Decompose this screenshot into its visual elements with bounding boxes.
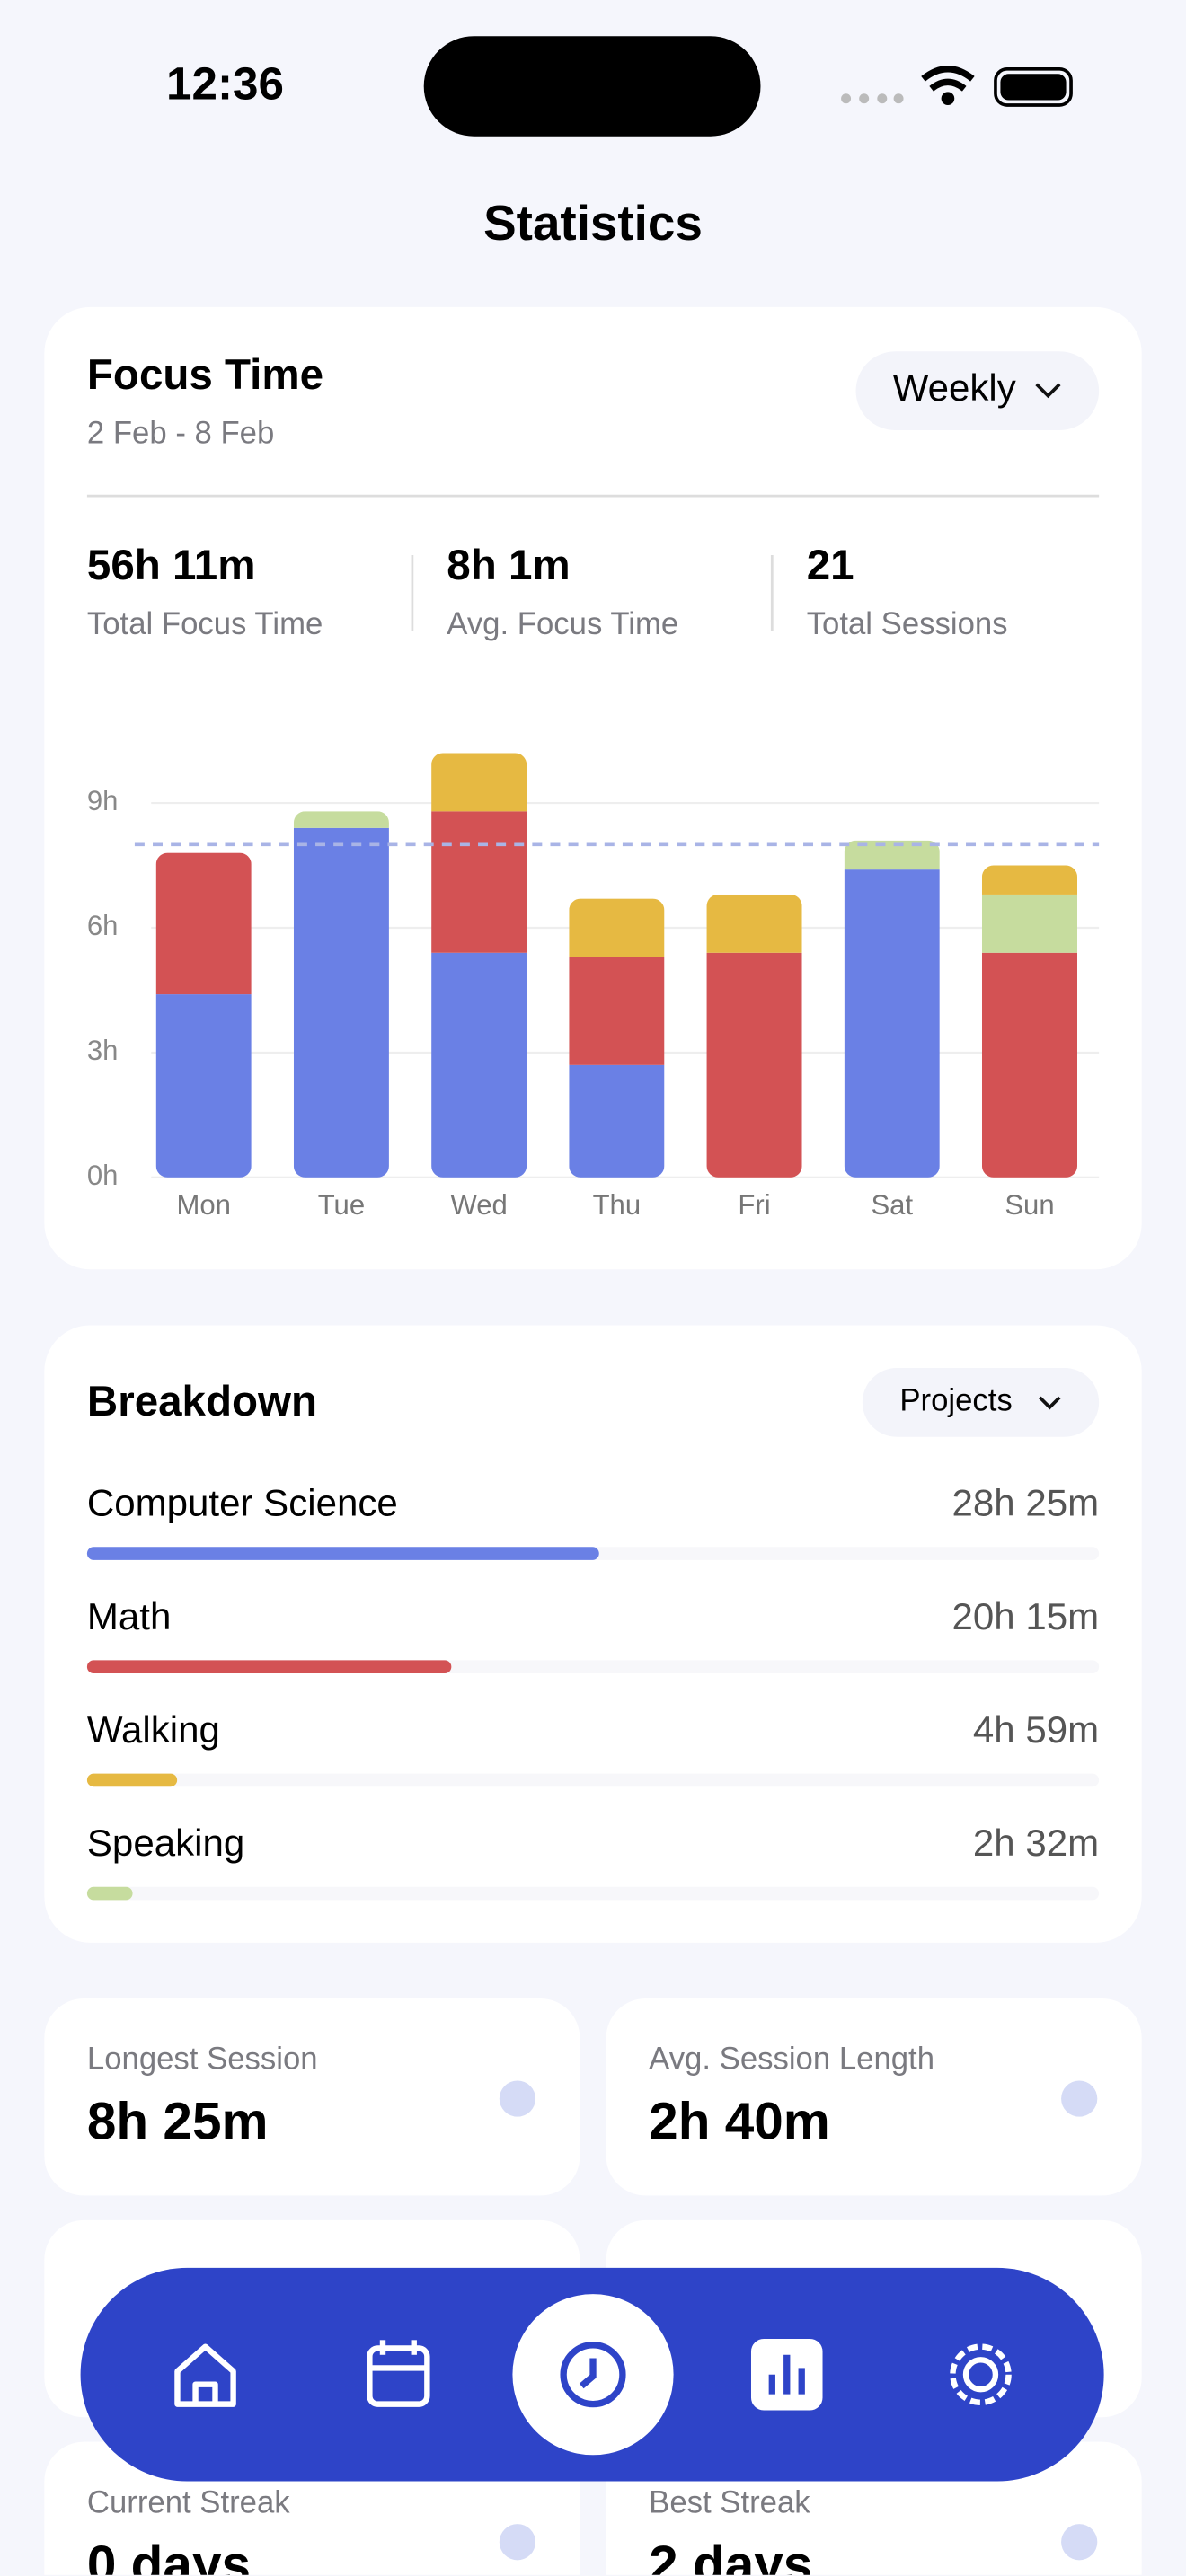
x-tick-label: Mon [176,1189,230,1221]
bar-segment [293,827,389,1178]
page-title: Statistics [483,195,703,251]
chevron [1039,1396,1061,1410]
chart: 56h 11m Total Focus Time 8h 1m Avg. Focus T… [87,542,1100,1221]
chevron [1035,383,1061,399]
card-label: Best Streak [649,2485,810,2519]
clock-icon [579,2358,597,2389]
card-value: 2h 40m [649,2092,830,2150]
x-tick-label: Sun [1005,1189,1054,1221]
home-tab[interactable] [174,2343,236,2407]
item-name: Computer Science [87,1482,398,1524]
y-tick-label: 3h [87,1035,119,1066]
stats-icon-bars [768,2354,805,2395]
x-tick-label: Fri [738,1189,770,1221]
progress-track [86,1773,1100,1787]
signal [841,93,904,104]
wifi [941,92,955,106]
card-icon [499,2524,536,2561]
stack [981,865,1077,1178]
bar-segment [569,898,665,957]
clock: 12:36 [166,57,284,109]
card-icon [1061,2080,1098,2117]
card [606,1998,1142,2196]
calendar-tab[interactable] [367,2345,430,2407]
bar-segment [431,952,527,1178]
summary-value: 56h 11m [87,542,256,589]
card-icon [1061,2524,1098,2561]
summary-value: 8h 1m [447,542,570,589]
y-tick-label: 0h [87,1160,119,1191]
progress-track [86,1886,1100,1901]
item-time: 2h 32m [973,1822,1099,1864]
period-select[interactable] [855,351,1100,431]
progress-fill [86,1773,178,1787]
card [44,1998,580,2196]
bar-segment [706,894,802,953]
x-tick-label: Thu [593,1189,642,1221]
card [44,1325,1142,1943]
y-tick-label: 6h [87,910,119,941]
bar-segment [844,869,940,1178]
stack [569,898,665,1178]
chart-title: Focus Time [87,351,323,399]
summary-label: Total Sessions [807,607,1008,641]
summary-label: Total Focus Time [87,607,323,641]
battery [994,66,1073,107]
bar-segment [431,753,527,812]
progress-fill [86,1886,133,1901]
x-tick-label: Sat [871,1189,913,1221]
stack [293,811,389,1178]
item-name: Math [87,1595,171,1637]
bar-segment [293,811,389,828]
bar-segment [155,994,252,1178]
filter-select[interactable] [862,1367,1100,1437]
dynamic-island [423,36,761,137]
bar-segment [981,952,1077,1178]
x-tick-label: Tue [318,1189,365,1221]
progress-fill [86,1660,452,1674]
bar-segment [981,865,1077,895]
bar-segment [431,811,527,953]
summary-label: Avg. Focus Time [447,607,678,641]
summary-value: 21 [807,542,854,589]
wifi [921,66,975,92]
filter-label[interactable]: Projects [899,1384,1012,1418]
y-tick-label: 9h [87,785,119,816]
item-name: Speaking [87,1822,244,1864]
period-label[interactable]: Weekly [893,366,1016,409]
card-value: 0 days [87,2536,251,2575]
stack [431,753,527,1178]
bar-segment [569,1064,665,1178]
item-name: Walking [87,1708,220,1751]
card-value: 8h 25m [87,2092,269,2150]
chart-subtitle: 2 Feb - 8 Feb [87,417,274,451]
bar-segment [155,852,252,995]
item-time: 4h 59m [973,1708,1099,1751]
card-label: Longest Session [87,2042,318,2077]
section-title: Breakdown [87,1378,317,1425]
card-icon [499,2080,536,2117]
item-time: 20h 15m [951,1595,1099,1637]
progress-fill [86,1547,599,1560]
bar-segment [569,957,665,1065]
bar-segment [981,894,1077,953]
battery [1000,74,1067,101]
bar-segment [706,952,802,1178]
card-value: 2 days [649,2536,812,2575]
card-label: Current Streak [87,2485,290,2519]
x-tick-label: Wed [450,1189,507,1221]
stack [155,852,252,1178]
stack [844,840,940,1178]
settings-tab[interactable] [962,2357,999,2393]
stack [706,894,802,1178]
clock-icon [560,2342,626,2408]
item-time: 28h 25m [951,1482,1099,1524]
card-label: Avg. Session Length [649,2042,934,2077]
